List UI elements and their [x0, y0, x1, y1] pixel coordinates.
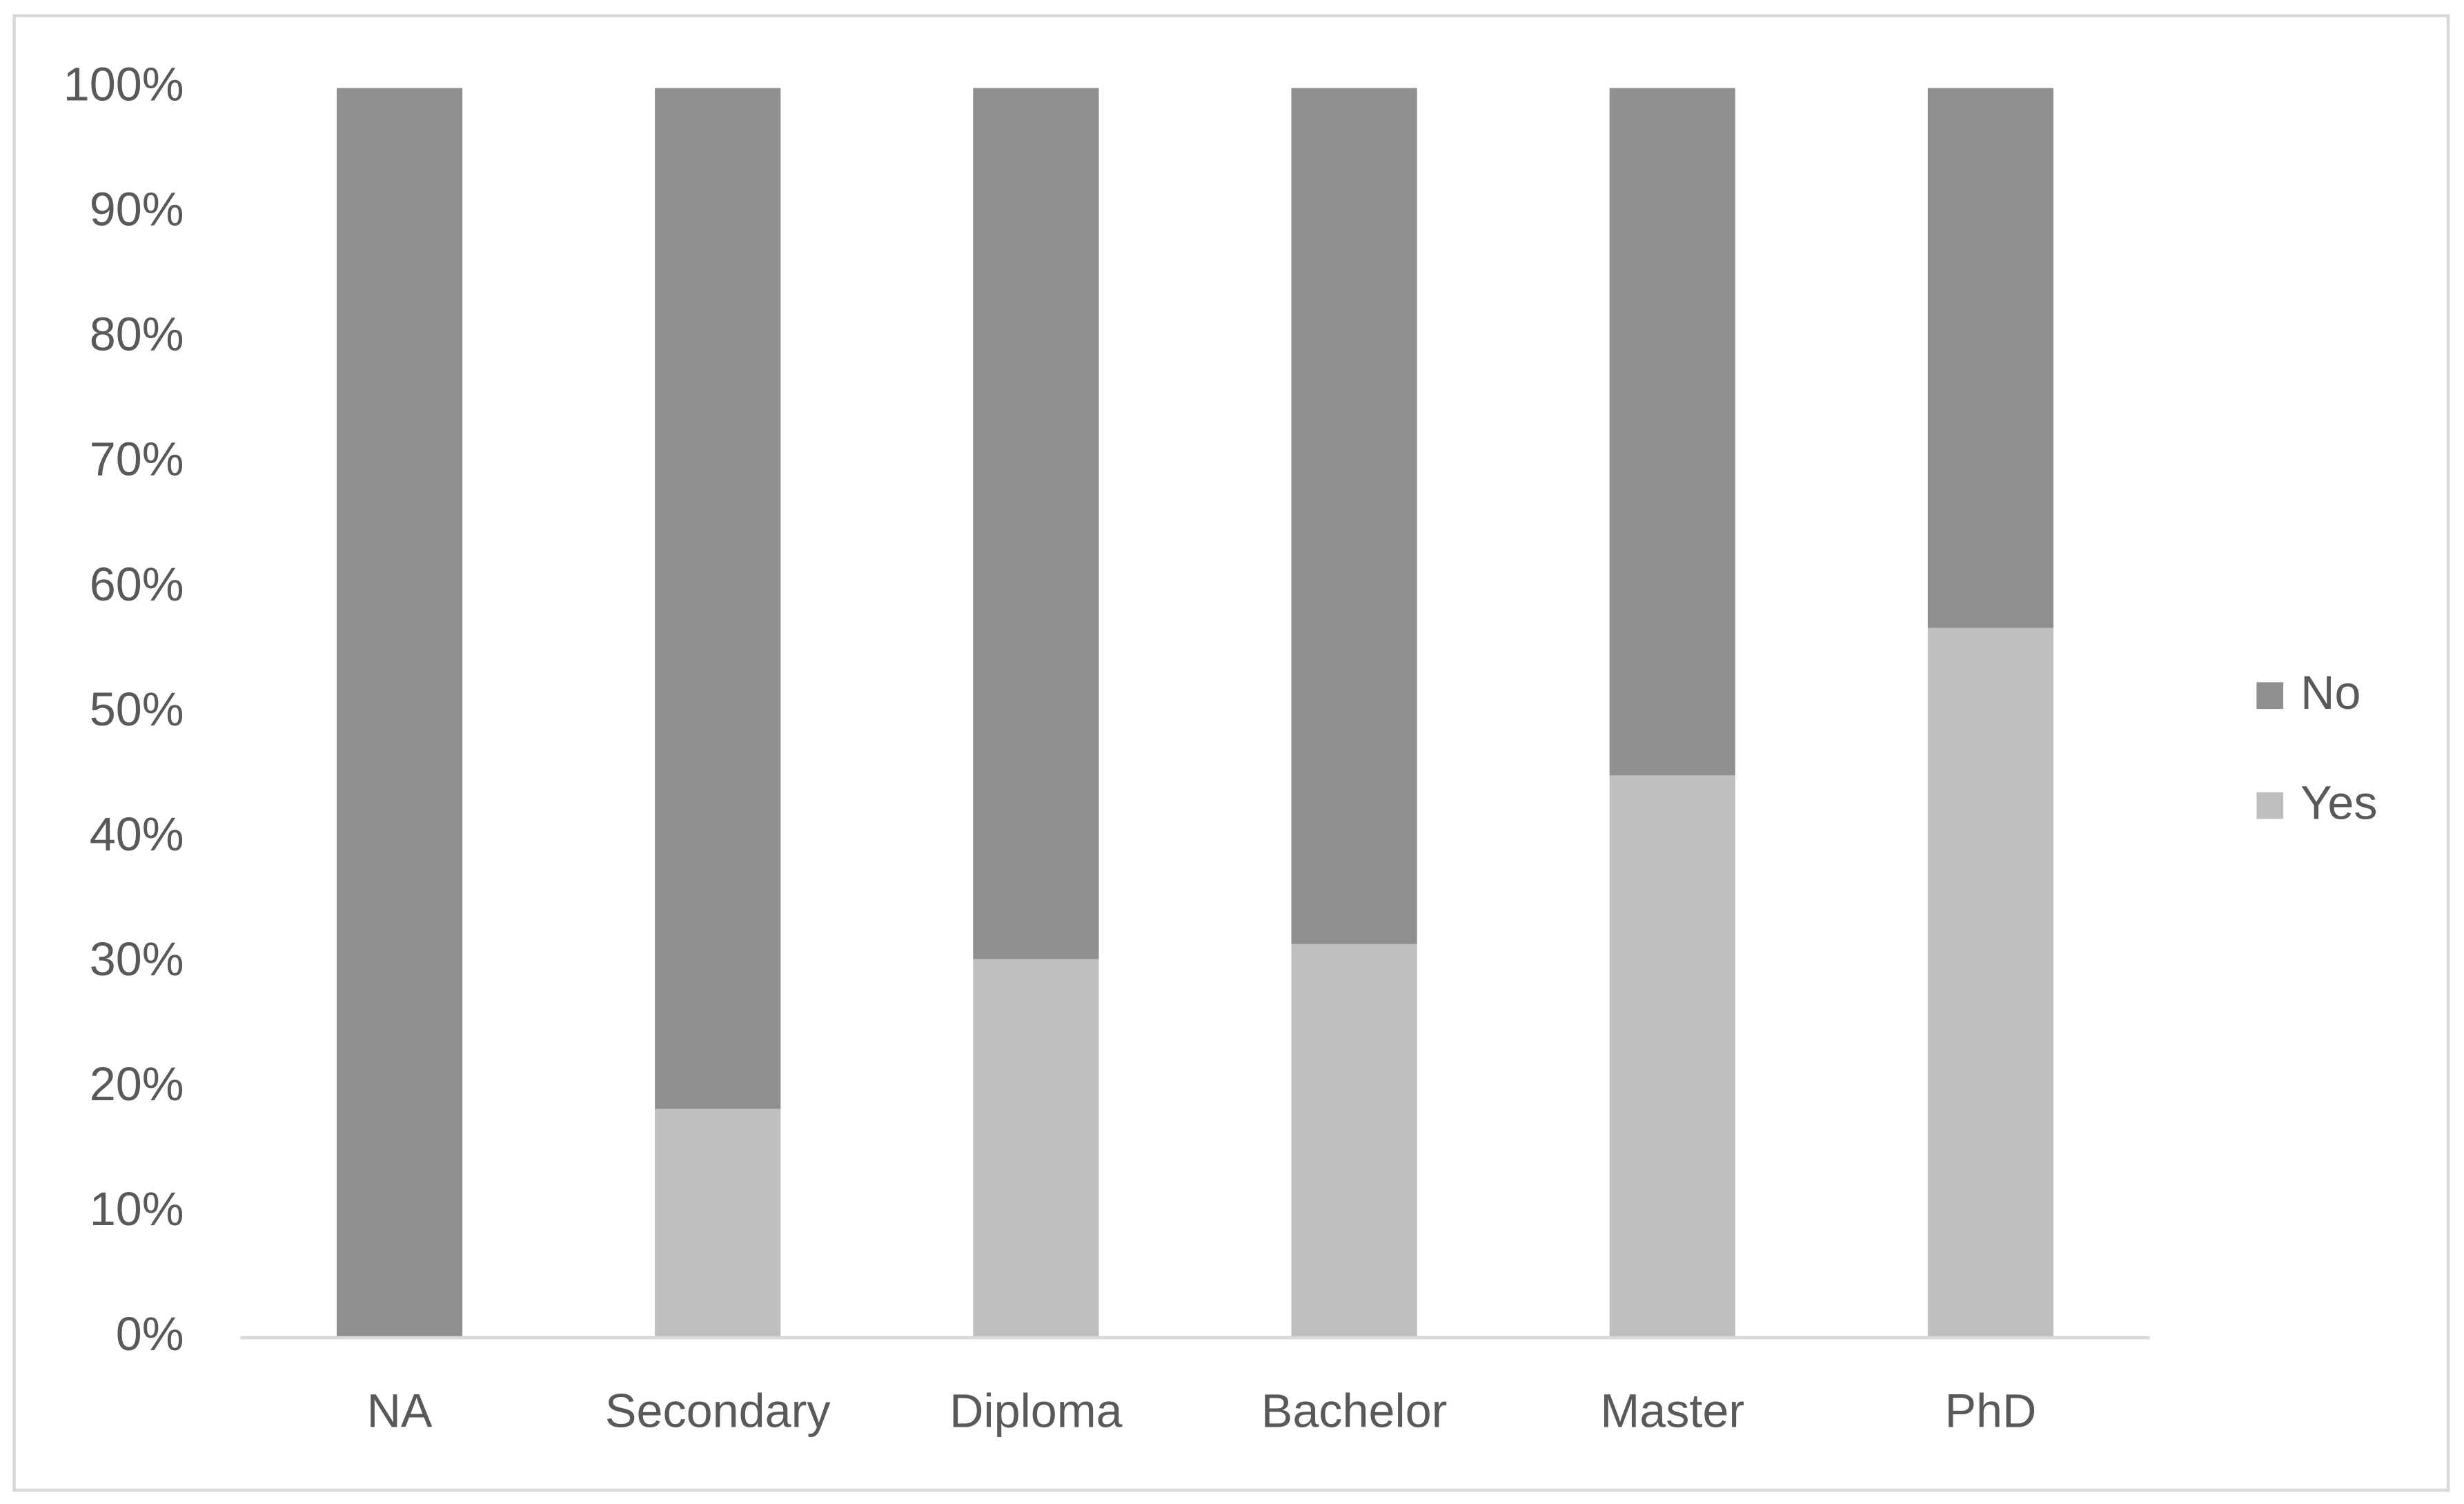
y-tick-label: 60%	[90, 558, 184, 611]
legend-swatch	[2256, 682, 2284, 710]
y-tick-label: 0%	[116, 1308, 184, 1360]
bar-segment	[1927, 88, 2054, 628]
y-tick-label: 20%	[90, 1058, 184, 1111]
x-tick-label: PhD	[1944, 1385, 2036, 1438]
x-tick-label: Bachelor	[1261, 1385, 1448, 1438]
bar-segment	[973, 959, 1099, 1338]
y-tick-label: 40%	[90, 808, 184, 861]
bar-segment	[1291, 88, 1417, 944]
x-tick-label: Diploma	[949, 1385, 1123, 1438]
y-tick-label: 70%	[90, 433, 184, 486]
bar-segment	[655, 1109, 781, 1338]
bar-segment	[336, 88, 463, 1338]
x-tick-label: Secondary	[605, 1385, 831, 1438]
y-tick-label: 10%	[90, 1183, 184, 1236]
x-tick-label: NA	[367, 1385, 433, 1438]
bar-segment	[973, 88, 1099, 959]
bar-segment	[1291, 944, 1417, 1338]
y-tick-label: 80%	[90, 309, 184, 361]
bar-segment	[655, 88, 781, 1109]
bar-segment	[1609, 775, 1735, 1338]
bar-segment	[1927, 627, 2054, 1338]
y-tick-label: 90%	[90, 184, 184, 236]
y-tick-label: 100%	[63, 59, 184, 111]
x-tick-label: Master	[1600, 1385, 1744, 1438]
y-tick-label: 30%	[90, 933, 184, 986]
bar-segment	[1609, 88, 1735, 776]
y-tick-label: 50%	[90, 683, 184, 736]
legend-label: No	[2300, 667, 2360, 719]
legend-label: Yes	[2300, 777, 2377, 829]
legend-swatch	[2256, 792, 2284, 819]
